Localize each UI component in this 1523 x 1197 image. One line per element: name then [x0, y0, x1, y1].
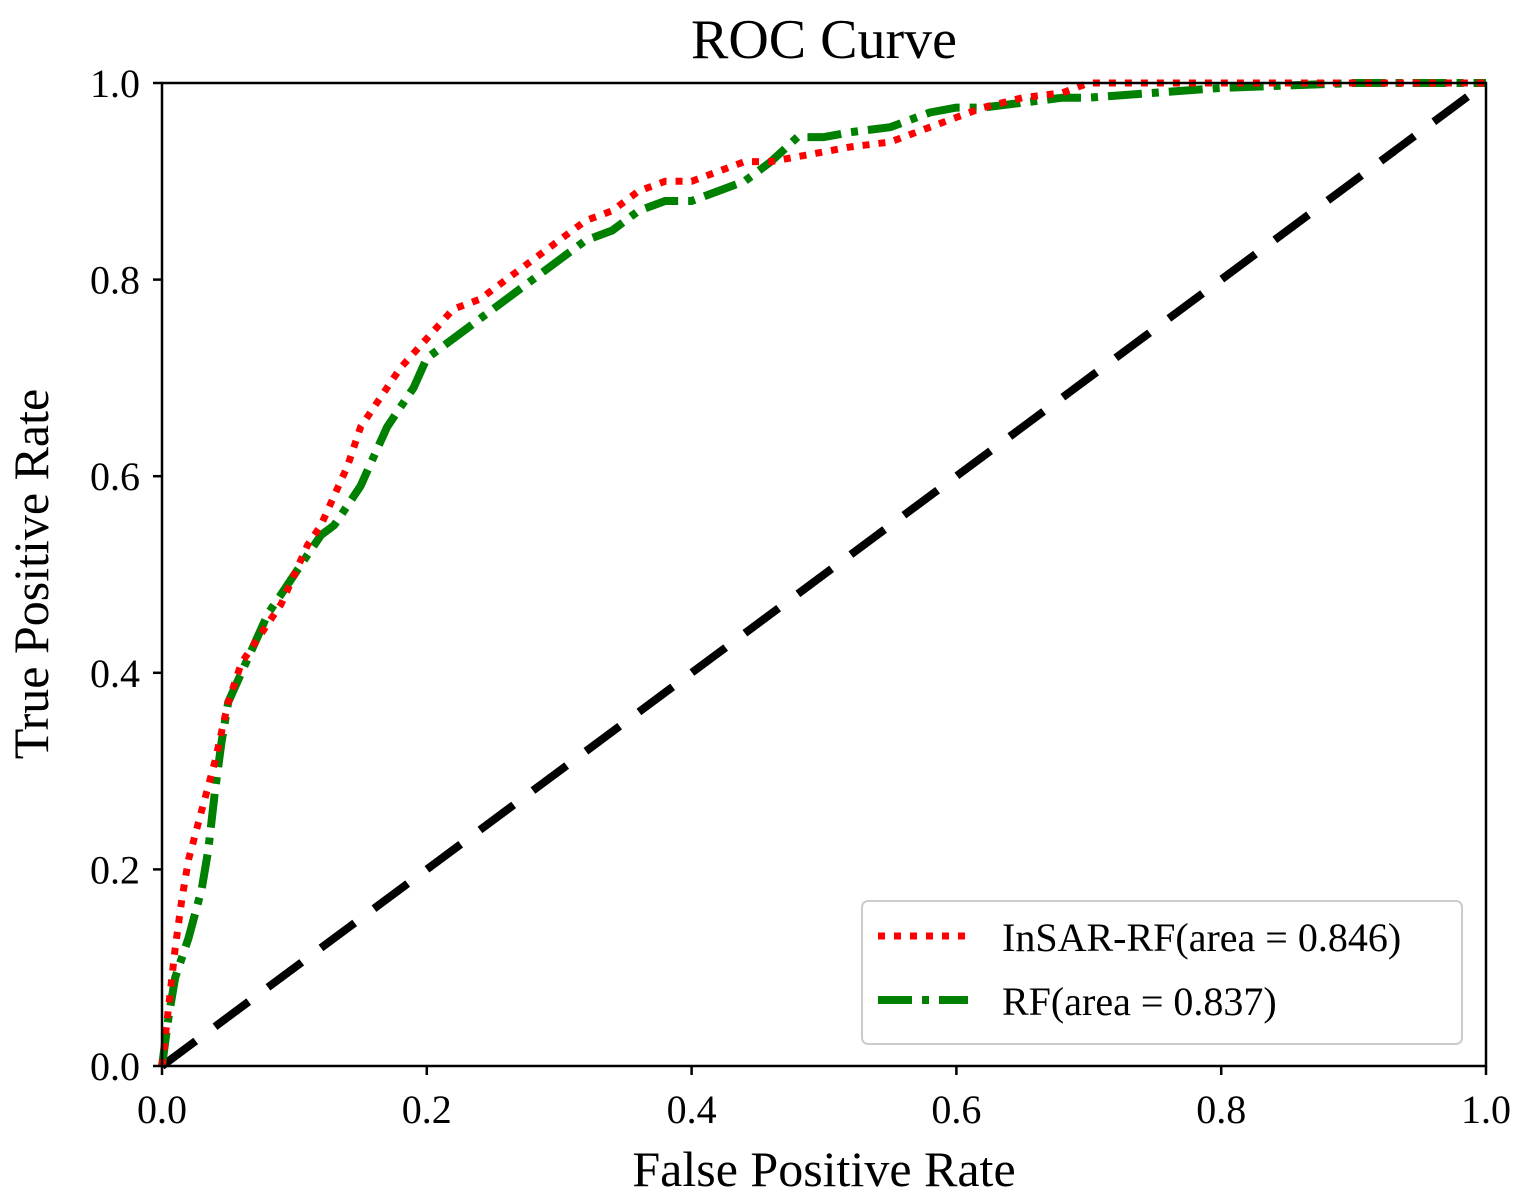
x-axis: 0.0 0.2 0.4 0.6 0.8 1.0	[137, 1066, 1511, 1132]
legend-box	[861, 900, 1463, 1045]
series-line-insar-rf	[158, 79, 1486, 1067]
x-tick-label: 1.0	[1461, 1087, 1511, 1132]
y-tick-label: 1.0	[90, 61, 140, 106]
x-axis-title: False Positive Rate	[632, 1141, 1015, 1197]
y-tick-label: 0.8	[90, 258, 140, 303]
plot-frame	[160, 81, 1488, 1068]
y-axis-title: True Positive Rate	[3, 389, 59, 759]
legend: InSAR-RF(area = 0.846) RF(area = 0.837)	[861, 900, 1463, 1045]
y-tick-label: 0.0	[90, 1044, 140, 1089]
legend-label-insar-rf: InSAR-RF(area = 0.846)	[1002, 915, 1401, 960]
series-line-chance	[159, 79, 1489, 1070]
x-tick-label: 0.4	[667, 1087, 717, 1132]
y-tick-label: 0.6	[90, 454, 140, 499]
x-tick-label: 0.0	[137, 1087, 187, 1132]
x-tick-label: 0.8	[1196, 1087, 1246, 1132]
y-tick-label: 0.4	[90, 651, 140, 696]
y-tick-label: 0.2	[90, 847, 140, 892]
series-layer	[158, 79, 1489, 1070]
legend-label-rf: RF(area = 0.837)	[1002, 979, 1277, 1024]
series-line-rf	[158, 79, 1486, 1067]
chart-title: ROC Curve	[691, 9, 957, 71]
x-tick-label: 0.6	[931, 1087, 981, 1132]
x-tick-label: 0.2	[402, 1087, 452, 1132]
y-axis: 0.0 0.2 0.4 0.6 0.8 1.0	[90, 61, 162, 1089]
